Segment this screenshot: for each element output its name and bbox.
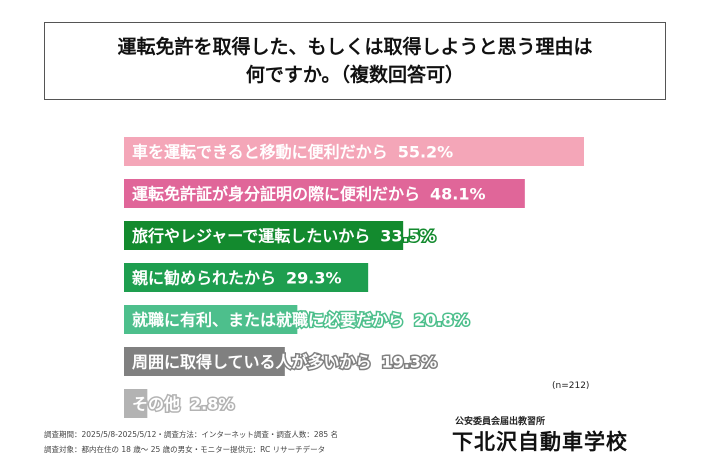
bar-3: [124, 263, 369, 292]
bar-label-0: 車を運転できると移動に便利だから 55.2%: [132, 143, 453, 162]
school-subtitle: 公安委員会届出教習所: [455, 417, 546, 427]
chart-title: 運転免許を取得した、もしくは取得しようと思う理由は 何ですか。（複数回答可）: [117, 36, 593, 86]
bar-2: [124, 221, 404, 250]
bar-5: [124, 347, 285, 376]
bar-1: [124, 179, 525, 208]
bar-6: [124, 389, 148, 418]
bar-label-6: その他 2.8%: [132, 395, 234, 414]
survey-period-note: 調査期間：2025/5/8-2025/5/12・調査方法：インターネット調査・調…: [44, 430, 339, 439]
bar-label-4: 就職に有利、または就職に必要だから 20.8%: [132, 311, 470, 330]
survey-target-note: 調査対象：都内在住の 18 歳～ 25 歳の男女・モニター提供元：RC リサーチ…: [44, 445, 326, 454]
school-name: 下北沢自動車学校: [452, 430, 628, 454]
bar-label-3: 親に勧められたから 29.3%: [132, 269, 342, 288]
bar-4: [124, 305, 298, 334]
sample-size-note: (n=212): [552, 381, 590, 391]
bar-label-1: 運転免許証が身分証明の際に便利だから 48.1%: [132, 185, 486, 204]
bar-0: [124, 137, 584, 166]
bar-label-5: 周囲に取得している人が多いから 19.3%: [132, 353, 437, 372]
title-box: 運転免許を取得した、もしくは取得しようと思う理由は 何ですか。（複数回答可）: [44, 22, 666, 100]
bar-label-2: 旅行やレジャーで運転したいから 33.5%: [132, 227, 436, 246]
